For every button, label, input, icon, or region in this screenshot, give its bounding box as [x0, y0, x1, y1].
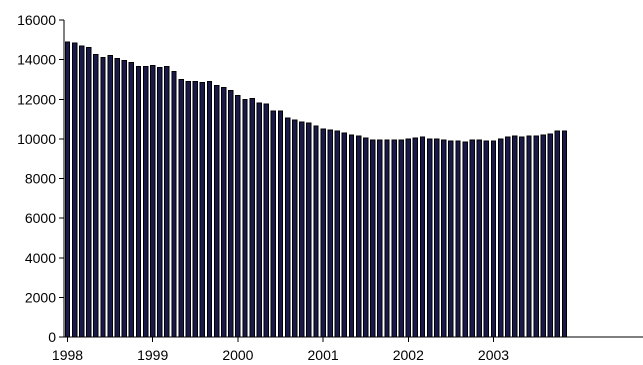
bar — [327, 129, 333, 338]
bar — [320, 128, 326, 338]
bar — [377, 139, 383, 338]
bar — [434, 138, 440, 338]
bar — [455, 140, 461, 338]
bar — [505, 136, 511, 338]
bar — [142, 66, 149, 338]
bar — [71, 42, 78, 338]
bar — [426, 138, 433, 338]
bar — [86, 47, 92, 338]
bar — [256, 102, 262, 338]
bar — [512, 135, 518, 338]
bar — [547, 133, 553, 338]
y-tick-label: 10000 — [17, 131, 56, 147]
bar — [171, 71, 177, 338]
bar — [228, 89, 234, 338]
bar — [185, 80, 191, 338]
bar — [299, 121, 305, 338]
bar — [135, 66, 142, 338]
bar — [64, 41, 71, 338]
x-tick-label: 2000 — [222, 347, 253, 363]
bar — [306, 122, 312, 338]
bar — [526, 135, 532, 338]
y-tick-label: 2000 — [25, 289, 56, 305]
bar — [157, 67, 163, 338]
y-tick-label: 12000 — [17, 91, 56, 107]
bar — [164, 66, 170, 338]
y-tick-label: 0 — [48, 329, 56, 345]
bar — [341, 132, 348, 338]
bar — [448, 140, 454, 338]
bar-series — [64, 41, 568, 338]
bar — [128, 62, 135, 338]
x-axis-ticks: 1998 1999 2000 2001 2002 2003 — [52, 337, 509, 363]
y-tick-label: 8000 — [25, 171, 56, 187]
bar — [441, 139, 447, 338]
bar — [412, 137, 419, 338]
y-axis-ticks: 0 2000 4000 6000 8000 10000 12000 14000 16000 — [17, 12, 64, 345]
y-tick-label: 14000 — [17, 52, 56, 68]
bar — [405, 138, 412, 338]
bar — [334, 130, 341, 338]
x-tick-label: 1999 — [137, 347, 168, 363]
y-tick-label: 16000 — [17, 12, 56, 28]
bar — [263, 103, 270, 338]
bar — [490, 140, 497, 338]
bar — [540, 134, 546, 338]
bar — [462, 141, 468, 338]
bar — [519, 136, 525, 338]
x-tick-label: 2001 — [308, 347, 339, 363]
bar — [398, 139, 404, 338]
bar — [235, 94, 241, 338]
bar — [121, 60, 127, 338]
bar — [355, 135, 362, 338]
bar — [533, 135, 539, 338]
x-tick-label: 2003 — [478, 347, 509, 363]
bar — [497, 138, 504, 338]
bar — [100, 57, 106, 338]
bar — [391, 139, 397, 338]
y-tick-label: 6000 — [25, 210, 56, 226]
bar — [199, 81, 206, 338]
bar — [476, 139, 483, 338]
bar — [242, 98, 248, 338]
bar — [206, 80, 213, 338]
bar — [384, 139, 390, 338]
y-tick-label: 4000 — [25, 250, 56, 266]
bar — [483, 140, 490, 338]
bar — [284, 117, 291, 338]
bar — [270, 110, 277, 338]
bar — [292, 119, 298, 338]
bar — [313, 125, 319, 338]
bar — [114, 58, 120, 338]
bar — [277, 110, 284, 338]
bar — [469, 139, 475, 338]
bar — [221, 86, 227, 338]
bar — [370, 139, 376, 338]
bar — [561, 130, 568, 338]
bar — [178, 78, 184, 338]
bar — [554, 130, 561, 338]
bar — [93, 54, 99, 338]
bar — [348, 134, 355, 338]
bar — [79, 45, 85, 338]
bar — [363, 137, 369, 338]
bar — [213, 84, 220, 338]
x-tick-label: 1998 — [52, 347, 83, 363]
bar — [192, 80, 199, 338]
bar — [419, 136, 426, 338]
x-tick-label: 2002 — [393, 347, 424, 363]
bar — [150, 65, 156, 338]
bar — [107, 55, 113, 338]
bar — [249, 97, 255, 338]
